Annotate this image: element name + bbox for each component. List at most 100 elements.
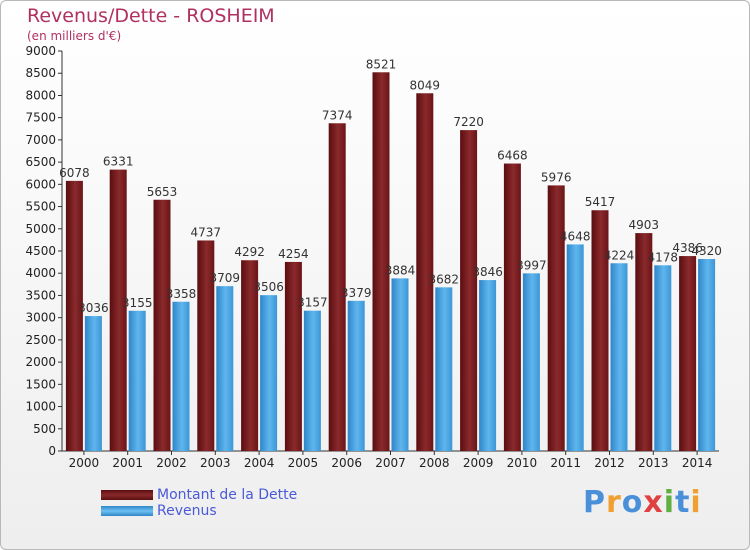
debt-value-label: 4903 — [629, 218, 660, 232]
debt-value-label: 4386 — [672, 241, 703, 255]
revenue-value-label: 3884 — [385, 263, 416, 277]
revenue-value-label: 3155 — [122, 296, 153, 310]
y-tick-label: 4500 — [25, 244, 56, 258]
y-tick-label: 5000 — [25, 222, 56, 236]
revenue-bar — [698, 259, 716, 451]
revenue-bar — [216, 286, 234, 451]
revenue-value-label: 4320 — [691, 244, 722, 258]
y-tick-label: 7000 — [25, 133, 56, 147]
revenue-bar — [172, 301, 190, 451]
x-tick-label: 2010 — [507, 456, 538, 470]
y-tick-label: 6000 — [25, 177, 56, 191]
revenue-value-label: 3682 — [429, 272, 460, 286]
debt-value-label: 7374 — [322, 108, 353, 122]
debt-value-label: 4292 — [234, 245, 265, 259]
y-tick-label: 7500 — [25, 111, 56, 125]
revenue-value-label: 3846 — [472, 265, 503, 279]
y-tick-label: 0 — [48, 444, 56, 458]
logo-letter: t — [675, 485, 691, 520]
revenue-bar — [84, 316, 102, 451]
revenue-bar — [128, 310, 146, 451]
debt-value-label: 4254 — [278, 247, 309, 261]
revenue-bar — [566, 244, 584, 451]
debt-bar — [328, 123, 346, 452]
debt-value-label: 7220 — [453, 115, 484, 129]
revenue-bar — [260, 295, 278, 451]
debt-bar — [547, 185, 565, 451]
x-tick-label: 2011 — [550, 456, 581, 470]
revenue-value-label: 3358 — [166, 287, 197, 301]
legend-swatch-revenue — [101, 506, 153, 516]
revenue-bar — [435, 287, 453, 451]
revenue-value-label: 3709 — [210, 271, 241, 285]
x-tick-label: 2000 — [69, 456, 100, 470]
y-tick-label: 5500 — [25, 200, 56, 214]
debt-bar — [372, 72, 390, 452]
revenue-value-label: 3379 — [341, 286, 372, 300]
x-tick-label: 2001 — [112, 456, 143, 470]
x-tick-label: 2007 — [375, 456, 406, 470]
logo-letter: P — [583, 485, 606, 520]
debt-value-label: 6331 — [103, 155, 134, 169]
logo-letter: r — [606, 485, 622, 520]
revenue-value-label: 3506 — [253, 280, 284, 294]
x-tick-label: 2012 — [594, 456, 625, 470]
debt-value-label: 5653 — [147, 185, 178, 199]
debt-bar — [241, 260, 259, 451]
y-tick-label: 1000 — [25, 400, 56, 414]
y-tick-label: 2500 — [25, 333, 56, 347]
x-tick-label: 2005 — [288, 456, 319, 470]
debt-value-label: 8049 — [410, 78, 441, 92]
debt-bar — [109, 169, 127, 451]
proxiti-logo: Proxiti — [583, 485, 702, 520]
y-tick-label: 3500 — [25, 288, 56, 302]
revenue-bar — [347, 300, 365, 451]
y-tick-label: 500 — [33, 422, 56, 436]
x-tick-label: 2002 — [156, 456, 187, 470]
debt-bar — [503, 163, 521, 452]
y-tick-label: 9000 — [25, 44, 56, 58]
debt-bar — [416, 93, 434, 452]
x-tick-label: 2013 — [638, 456, 669, 470]
debt-bar — [197, 240, 215, 451]
debt-bar — [460, 130, 478, 451]
debt-bar — [284, 261, 302, 451]
debt-value-label: 5417 — [585, 195, 616, 209]
x-tick-label: 2003 — [200, 456, 231, 470]
revenue-value-label: 3997 — [516, 258, 547, 272]
revenue-bar — [610, 263, 628, 451]
revenue-value-label: 3036 — [78, 301, 109, 315]
y-tick-label: 4000 — [25, 266, 56, 280]
x-tick-label: 2008 — [419, 456, 450, 470]
debt-value-label: 8521 — [366, 57, 397, 71]
chart-subtitle: (en milliers d'€) — [27, 29, 122, 43]
debt-bar — [65, 180, 83, 451]
chart-title: Revenus/Dette - ROSHEIM — [27, 5, 275, 27]
x-tick-label: 2014 — [682, 456, 713, 470]
y-tick-label: 1500 — [25, 377, 56, 391]
x-tick-label: 2006 — [331, 456, 362, 470]
revenue-value-label: 4224 — [604, 248, 635, 262]
legend-label-debt: Montant de la Dette — [157, 487, 298, 503]
logo-letter: i — [690, 485, 702, 520]
logo-letter: x — [643, 485, 664, 520]
x-tick-label: 2009 — [463, 456, 494, 470]
x-tick-label: 2004 — [244, 456, 275, 470]
revenue-value-label: 4648 — [560, 229, 591, 243]
revenue-bar — [303, 310, 321, 451]
revenue-bar — [391, 278, 409, 451]
debt-value-label: 6078 — [59, 166, 90, 180]
logo-letter: i — [663, 485, 676, 520]
legend-swatch-debt — [101, 490, 153, 500]
revenue-value-label: 3157 — [297, 296, 328, 310]
debt-bar — [591, 210, 609, 451]
revenue-bar — [654, 265, 672, 451]
debt-value-label: 5976 — [541, 170, 572, 184]
debt-bar — [153, 199, 171, 451]
debt-bar — [635, 233, 653, 451]
debt-bar — [679, 256, 697, 451]
y-tick-label: 8000 — [25, 88, 56, 102]
debt-value-label: 4737 — [191, 225, 222, 239]
